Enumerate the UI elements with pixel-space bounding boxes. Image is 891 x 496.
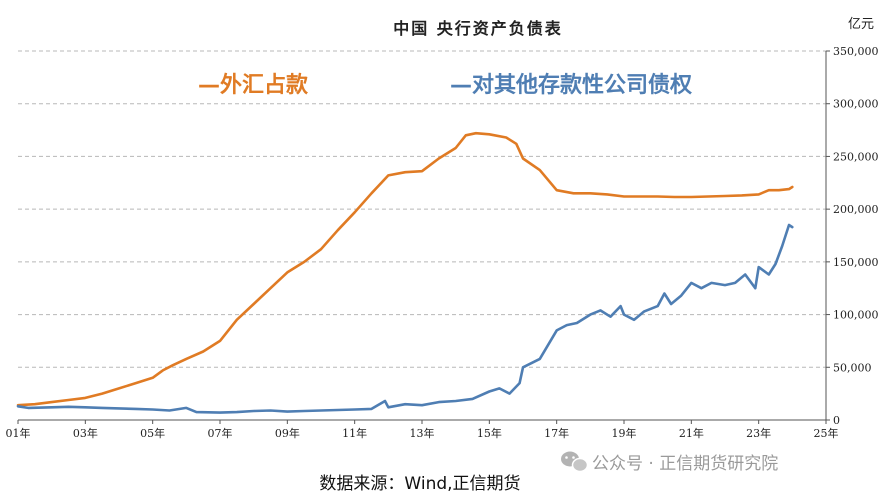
y-tick-label-0: 0: [833, 414, 840, 427]
series-layer: [16, 131, 794, 414]
grid: [18, 50, 826, 368]
source-note: 数据来源：Wind,正信期货: [319, 474, 520, 494]
legend-entry-fx: —外汇占款: [198, 72, 309, 98]
x-tick-label-2: 05年: [140, 426, 165, 440]
series-line-1: [16, 223, 794, 414]
x-tick-label-1: 03年: [73, 426, 98, 440]
chart-title: 中国 央行资产负债表: [393, 19, 563, 38]
x-tick-label-11: 23年: [746, 426, 771, 440]
wechat-icon: [561, 451, 589, 473]
legend: —外汇占款 —对其他存款性公司债权: [198, 72, 693, 98]
y-tick-label-5: 250,000: [833, 150, 879, 163]
unit-label: 亿元: [848, 17, 874, 32]
y-tick-label-1: 50,000: [833, 361, 872, 374]
y-tick-label-4: 200,000: [833, 203, 879, 216]
y-tick-label-6: 300,000: [833, 98, 879, 111]
y-tick-label-3: 150,000: [833, 256, 879, 269]
series-line-0: [16, 131, 794, 407]
y-tick-label-7: 350,000: [833, 45, 879, 58]
watermark: 公众号 · 正信期货研究院: [561, 451, 778, 474]
legend-entry-claims: —对其他存款性公司债权: [450, 72, 693, 98]
x-tick-label-4: 09年: [275, 426, 300, 440]
x-tick-label-8: 17年: [544, 426, 569, 440]
x-tick-label-0: 01年: [6, 426, 31, 440]
watermark-text: 公众号 · 正信期货研究院: [592, 454, 778, 474]
x-tick-label-10: 21年: [679, 426, 704, 440]
y-tick-label-2: 100,000: [833, 309, 879, 322]
x-tick-label-6: 13年: [410, 426, 435, 440]
x-tick-label-3: 07年: [208, 426, 233, 440]
x-tick-label-9: 19年: [612, 426, 637, 440]
x-tick-label-7: 15年: [477, 426, 502, 440]
x-tick-label-5: 11年: [342, 426, 367, 440]
x-tick-label-12: 25年: [814, 426, 839, 440]
axes: 0 50,000 100,000 150,000 200,000 250,000 300,0…: [6, 45, 879, 440]
